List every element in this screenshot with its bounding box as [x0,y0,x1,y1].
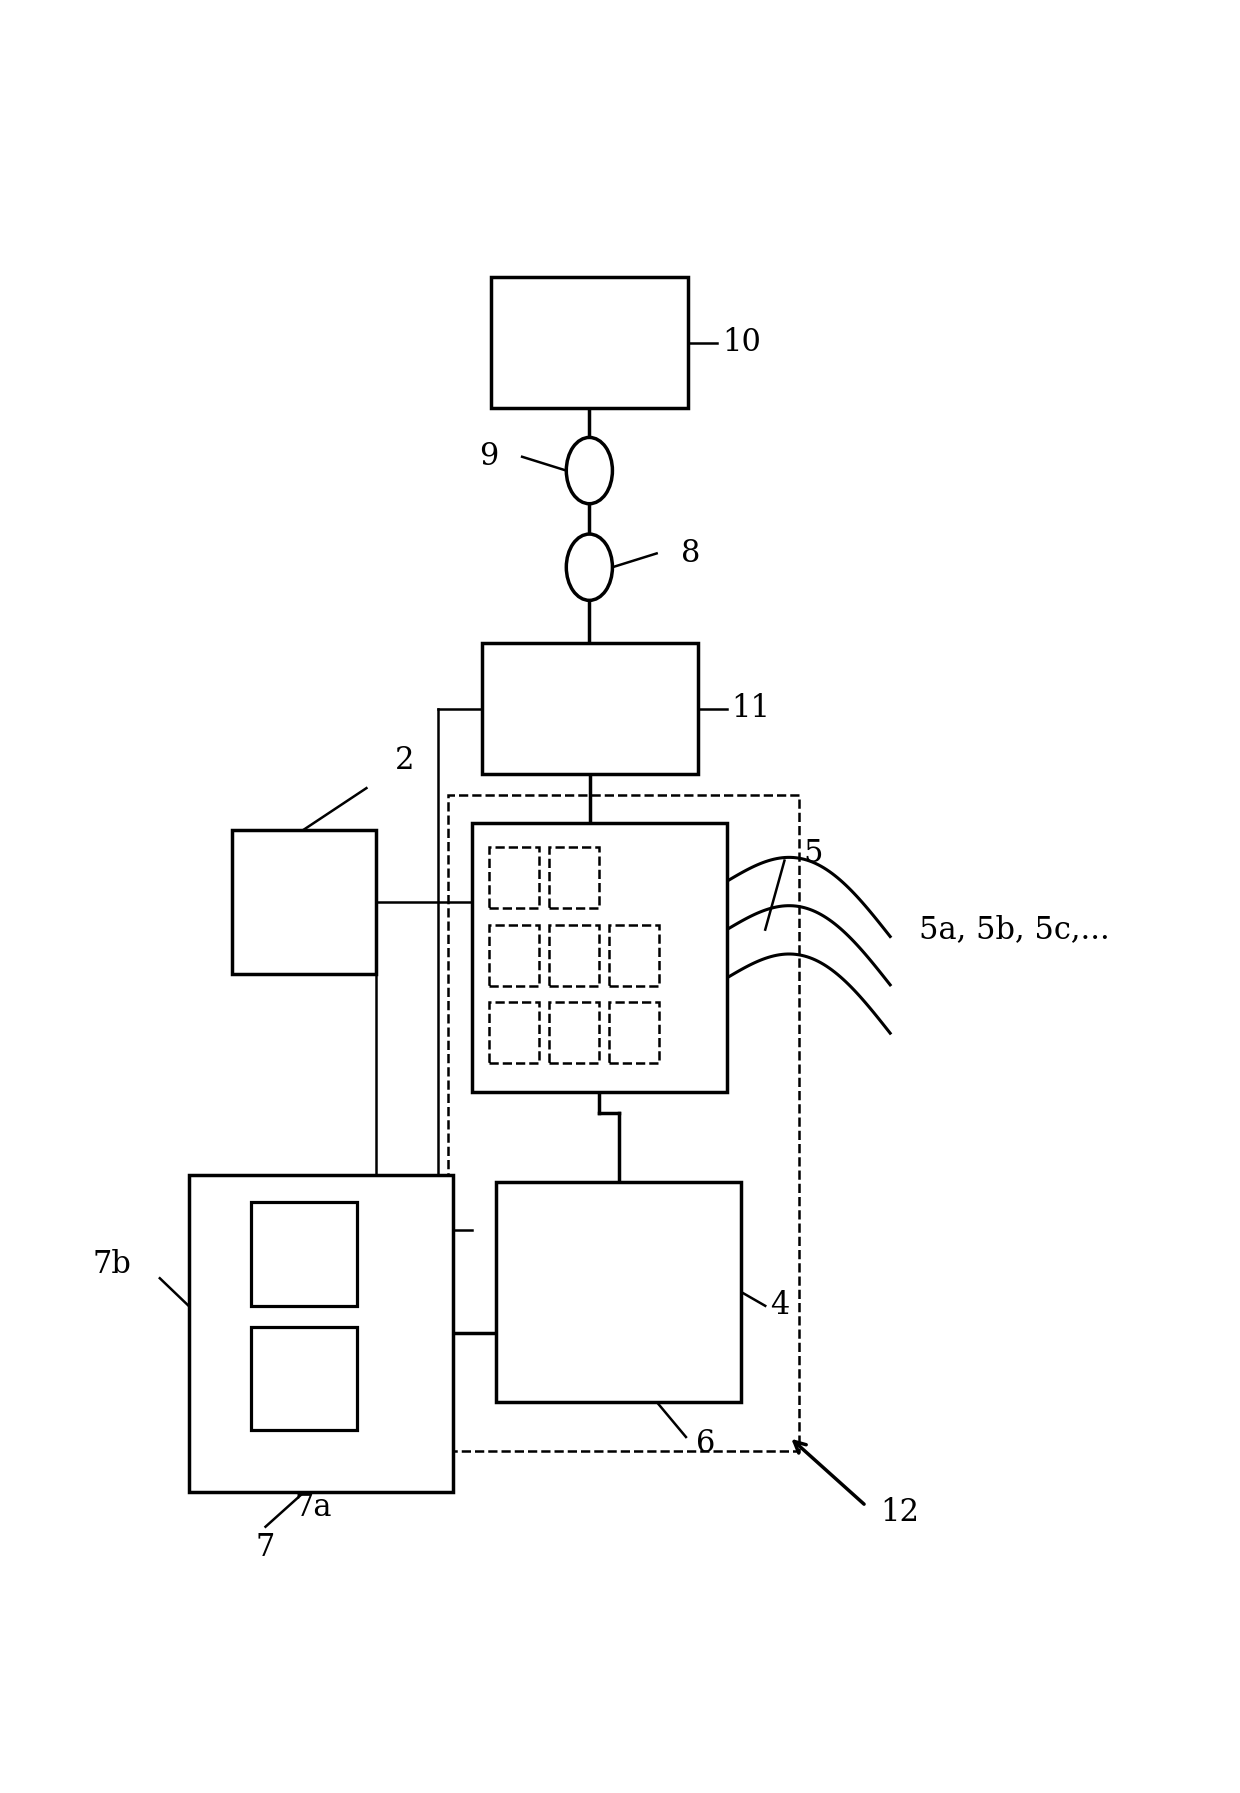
Text: 7a: 7a [295,1492,332,1524]
Bar [250,1327,357,1431]
Text: 11: 11 [732,694,770,724]
Ellipse shape [567,534,613,601]
Text: 7b: 7b [93,1250,131,1280]
Bar [250,1203,357,1305]
Bar [490,848,539,909]
Ellipse shape [567,437,613,504]
Text: 10: 10 [722,328,761,359]
Text: 5: 5 [804,837,823,870]
Bar [472,823,727,1092]
Text: 6: 6 [696,1429,715,1460]
Bar [490,1002,539,1063]
Bar [448,794,799,1451]
Bar [549,925,599,986]
Bar [188,1174,453,1492]
Bar [609,1002,658,1063]
Text: 4: 4 [770,1291,790,1321]
Bar [549,848,599,909]
Text: 7: 7 [255,1531,275,1563]
Text: 12: 12 [880,1497,920,1528]
Bar [496,1182,742,1402]
Text: 2: 2 [396,746,414,776]
Bar [481,644,698,775]
Bar [491,278,688,409]
Bar [490,925,539,986]
Text: 9: 9 [479,441,498,472]
Bar [232,830,376,975]
Bar [609,925,658,986]
Text: 8: 8 [681,538,701,568]
Text: 5a, 5b, 5c,...: 5a, 5b, 5c,... [919,914,1110,945]
Bar [549,1002,599,1063]
